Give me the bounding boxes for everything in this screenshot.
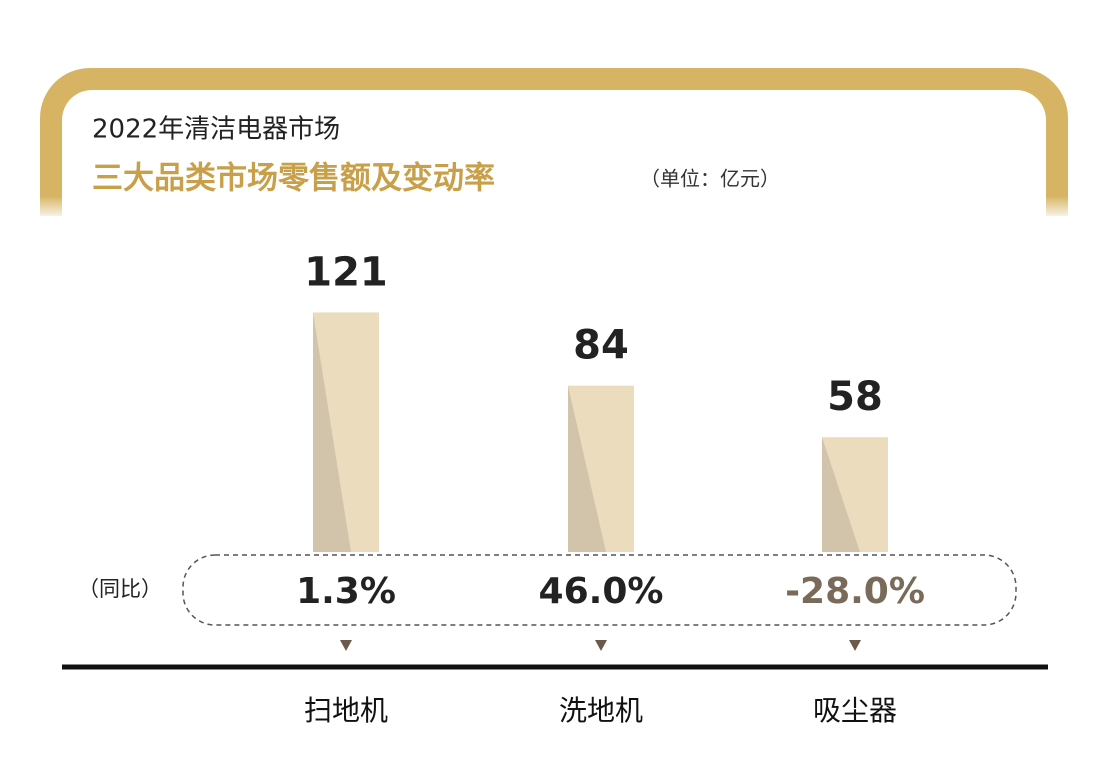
change-value: 1.3%: [296, 571, 396, 612]
value-label: 84: [573, 323, 629, 369]
bar-shade: [313, 312, 351, 552]
value-label: 121: [304, 249, 388, 295]
value-label: 58: [827, 374, 883, 420]
unit-label: （单位：亿元）: [640, 167, 780, 191]
pointer: [340, 640, 352, 651]
pointer: [595, 640, 607, 651]
frame-cover: [0, 216, 1107, 246]
panel: [62, 90, 1046, 230]
chart-title: 2022年清洁电器市场: [92, 115, 340, 145]
change-box: [182, 554, 1017, 626]
change-label: （同比）: [78, 577, 162, 601]
pointer: [849, 640, 861, 651]
change-value: -28.0%: [785, 571, 925, 612]
bar-shade: [568, 385, 606, 552]
x-tick-label: 洗地机: [559, 694, 643, 727]
change-value: 46.0%: [539, 571, 664, 612]
bar-shade: [822, 437, 860, 552]
x-tick-label: 扫地机: [304, 694, 388, 727]
x-tick-label: 吸尘器: [813, 694, 897, 727]
chart-subtitle: 三大品类市场零售额及变动率: [92, 161, 495, 197]
